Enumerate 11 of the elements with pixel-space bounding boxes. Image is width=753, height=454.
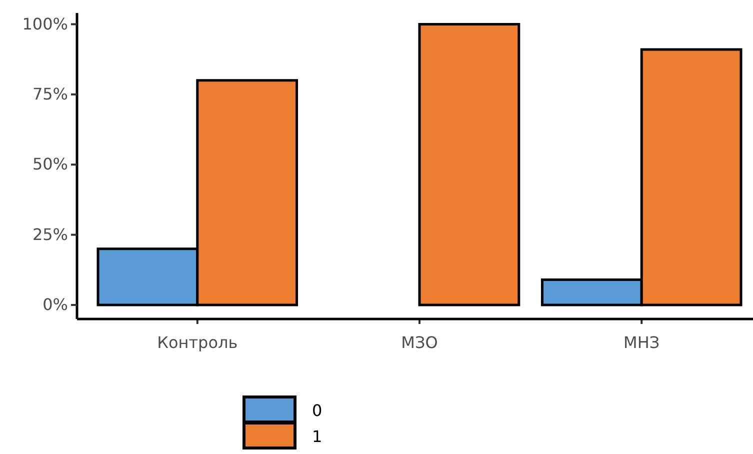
y-tick-label: 25%	[32, 224, 68, 244]
y-tick-label: 0%	[42, 295, 68, 314]
legend-label: 1	[312, 427, 322, 446]
y-tick-label: 75%	[32, 84, 68, 104]
bar	[418, 22, 520, 306]
x-tick-label: МНЗ	[624, 332, 660, 352]
y-tick-label: 50%	[32, 154, 68, 174]
x-tick-label: МЗО	[401, 332, 438, 352]
legend-label: 0	[312, 401, 322, 420]
y-tick-label: 100%	[22, 14, 68, 34]
x-tick-label: Контроль	[157, 332, 238, 352]
